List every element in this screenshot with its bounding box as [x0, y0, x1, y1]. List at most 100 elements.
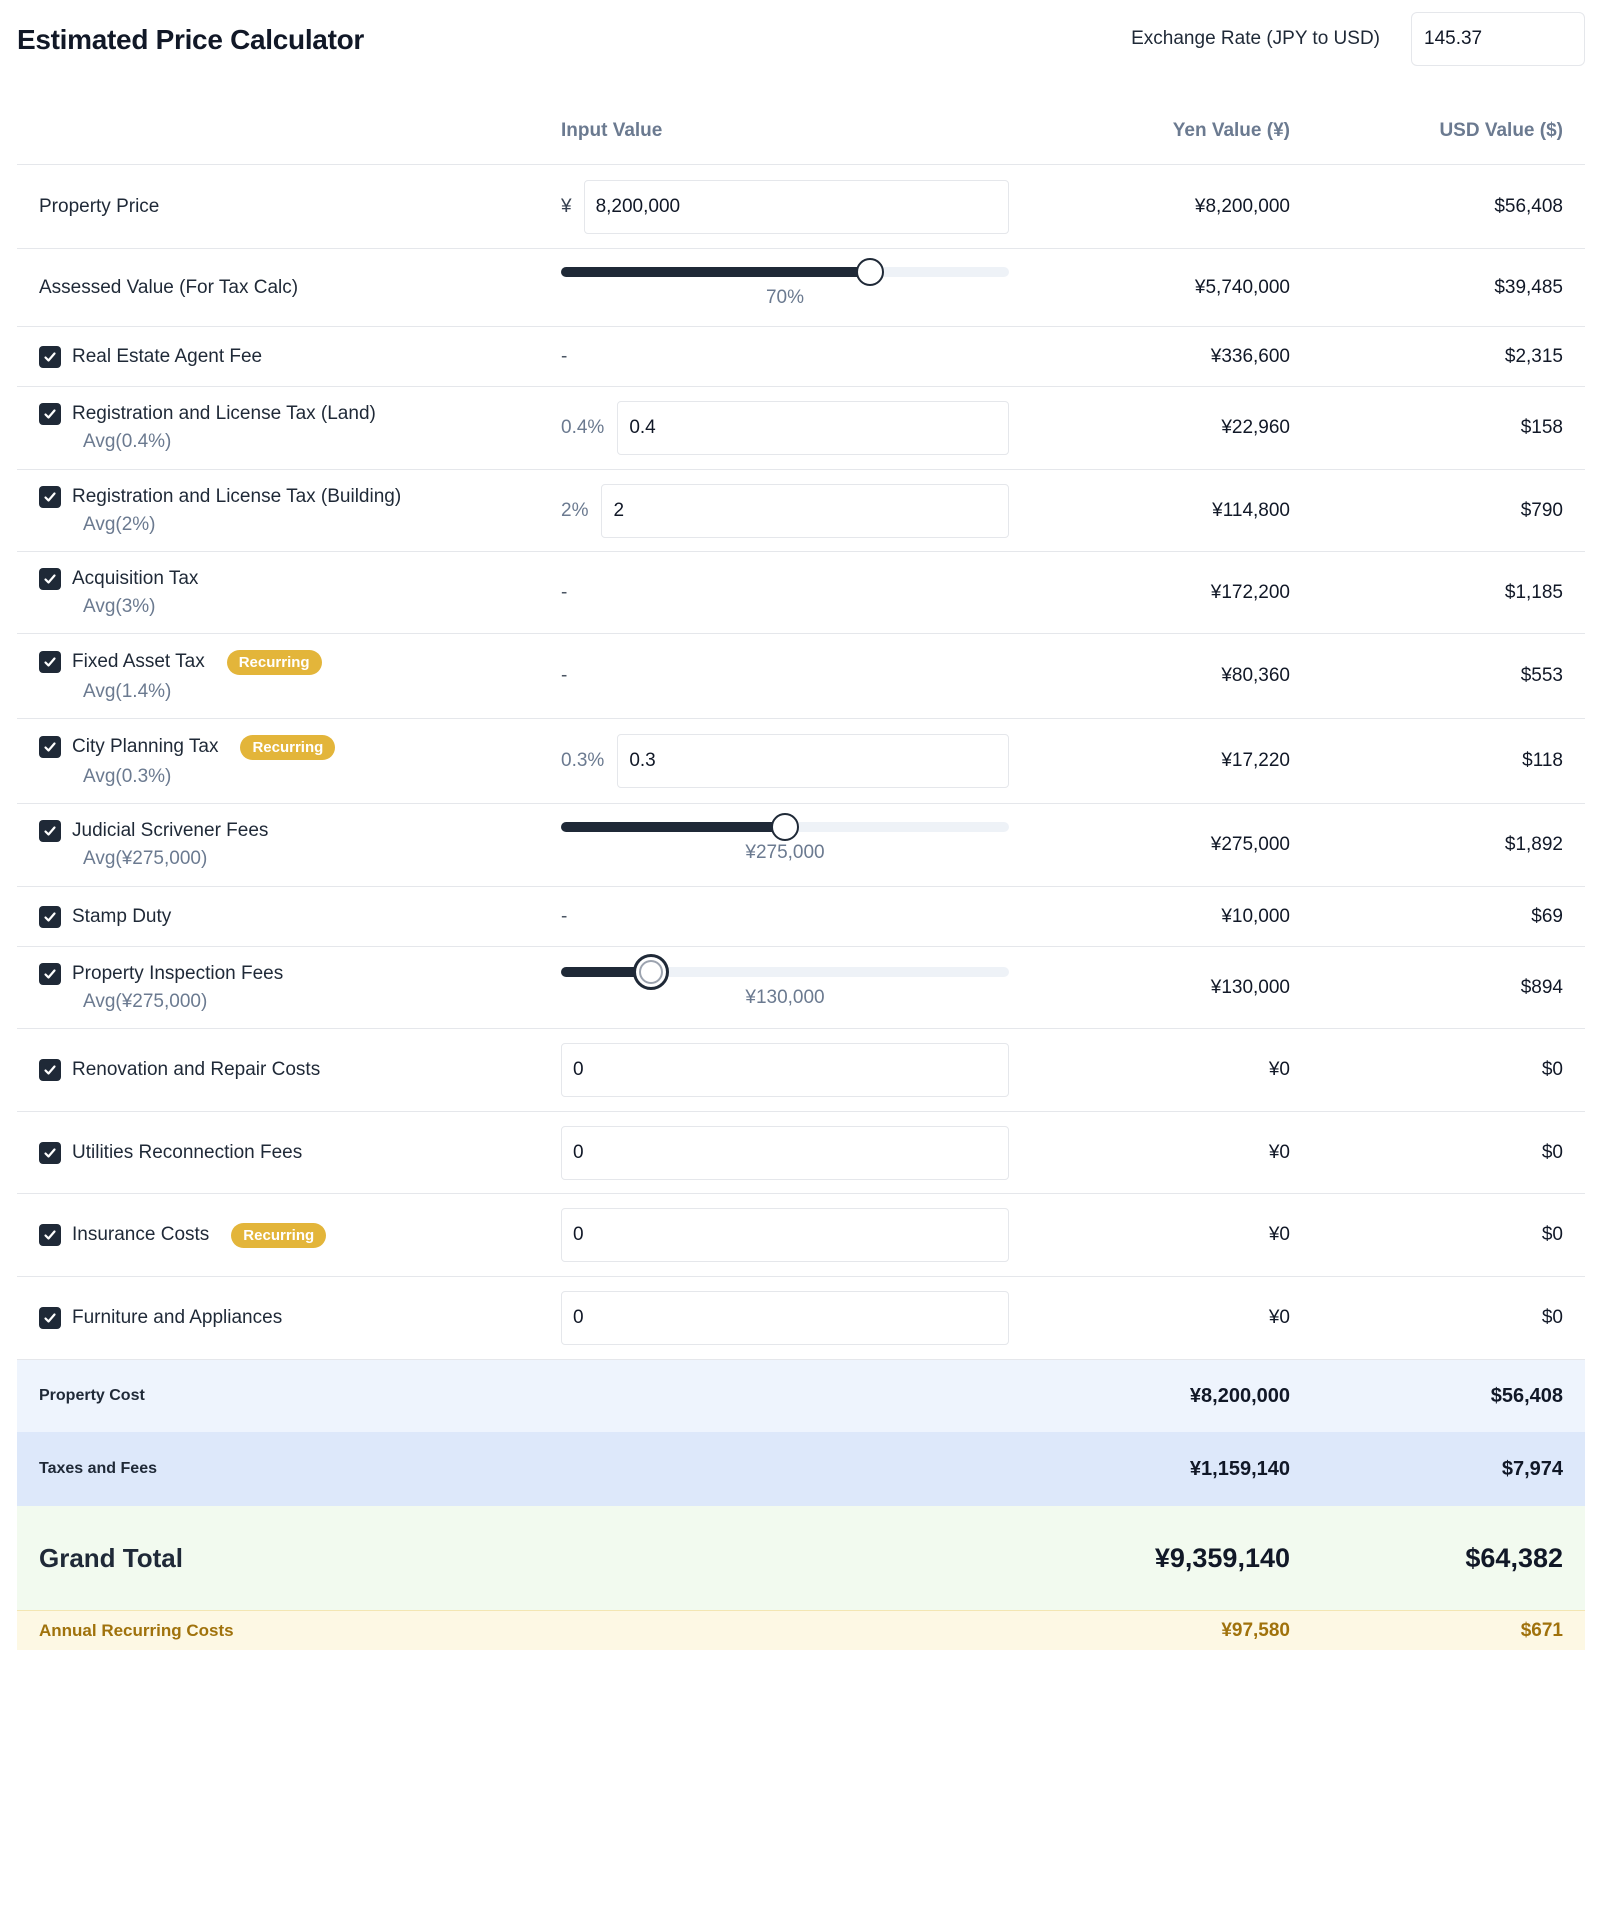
- value-slider[interactable]: 70%: [561, 249, 1009, 327]
- row-label-cell: Furniture and Appliances: [39, 1277, 282, 1359]
- row-label-cell: Stamp Duty: [39, 887, 171, 946]
- recurring-badge: Recurring: [240, 734, 336, 760]
- table-row-acquisition-tax: Acquisition Tax Avg(3%) - ¥172,200 $1,185: [17, 552, 1585, 634]
- check-icon: [44, 826, 56, 836]
- row-label-line: Stamp Duty: [39, 905, 171, 928]
- table-row-city-planning-tax: City Planning Tax Recurring Avg(0.3%) 0.3% ¥…: [17, 719, 1585, 804]
- row-label: Assessed Value (For Tax Calc): [39, 276, 299, 298]
- input-cell: [561, 1029, 1009, 1111]
- check-icon: [44, 351, 56, 362]
- yen-value: ¥172,200: [1210, 581, 1290, 603]
- row-label-cell: Assessed Value (For Tax Calc): [39, 249, 298, 326]
- check-icon: [44, 911, 56, 922]
- row-label-cell: City Planning Tax Recurring Avg(0.3%): [39, 719, 336, 803]
- input-cell: [561, 1112, 1009, 1193]
- include-checkbox[interactable]: [39, 1224, 61, 1246]
- yen-value: ¥17,220: [1221, 750, 1290, 771]
- value-input[interactable]: [617, 401, 1009, 455]
- include-checkbox[interactable]: [39, 1307, 61, 1329]
- include-checkbox[interactable]: [39, 1059, 61, 1081]
- include-checkbox[interactable]: [39, 962, 61, 985]
- summary-yen-value: ¥97,580: [1221, 1619, 1290, 1641]
- yen-value: ¥114,800: [1212, 499, 1290, 521]
- table-row-insurance-costs: Insurance Costs Recurring ¥0 $0: [17, 1194, 1585, 1277]
- row-label-cell: Registration and License Tax (Land) Avg(0…: [39, 387, 376, 469]
- usd-value: $894: [1520, 976, 1563, 998]
- value-slider[interactable]: ¥130,000: [561, 947, 1009, 1029]
- row-label-line: Furniture and Appliances: [39, 1307, 282, 1329]
- yen-value: ¥0: [1268, 1224, 1290, 1245]
- taxes-fees-row: Taxes and Fees ¥1,159,140 $7,974: [17, 1432, 1585, 1506]
- row-average: Avg(1.4%): [83, 680, 172, 702]
- exchange-rate-input[interactable]: [1411, 12, 1585, 66]
- table-row-stamp-duty: Stamp Duty - ¥10,000 $69: [17, 887, 1585, 947]
- row-label-cell: Insurance Costs Recurring: [39, 1194, 327, 1276]
- include-checkbox[interactable]: [39, 651, 61, 673]
- row-label-cell: Utilities Reconnection Fees: [39, 1112, 302, 1193]
- usd-value: $0: [1541, 1141, 1563, 1163]
- slider-value: ¥130,000: [745, 987, 825, 1008]
- check-icon: [44, 573, 56, 584]
- include-checkbox[interactable]: [39, 905, 61, 928]
- slider-thumb[interactable]: [771, 813, 799, 841]
- row-label-line: Acquisition Tax: [39, 567, 198, 590]
- usd-value: $1,185: [1504, 581, 1563, 603]
- table-row-renovation-and-repair-costs: Renovation and Repair Costs ¥0 $0: [17, 1029, 1585, 1112]
- input-cell: -: [561, 552, 1009, 633]
- slider-fill: [561, 267, 871, 277]
- slider-fill: [561, 967, 651, 977]
- usd-value: $790: [1520, 499, 1563, 521]
- row-label-line: Insurance Costs Recurring: [39, 1222, 327, 1248]
- summary-usd-value: $7,974: [1501, 1457, 1563, 1480]
- input-cell: 0.4%: [561, 387, 1009, 469]
- include-checkbox[interactable]: [39, 820, 61, 842]
- slider-thumb[interactable]: [856, 258, 885, 286]
- value-input[interactable]: [583, 179, 1009, 234]
- yen-value: ¥0: [1268, 1141, 1290, 1163]
- value-input[interactable]: [561, 1208, 1009, 1262]
- usd-value: $0: [1541, 1059, 1563, 1080]
- usd-value: $69: [1531, 905, 1563, 927]
- row-average: Avg(¥275,000): [83, 848, 208, 869]
- slider-thumb[interactable]: [632, 954, 669, 990]
- input-cell: 0.3%: [561, 719, 1009, 803]
- row-label-cell: Fixed Asset Tax Recurring Avg(1.4%): [39, 634, 322, 718]
- yen-value: ¥5,740,000: [1194, 276, 1290, 298]
- include-checkbox[interactable]: [39, 345, 61, 368]
- slider-track[interactable]: [561, 967, 1009, 977]
- percent-prefix: 0.3%: [561, 750, 605, 771]
- input-cell: 2%: [561, 470, 1009, 551]
- page-header: Estimated Price Calculator Exchange Rate…: [0, 0, 1600, 80]
- include-checkbox[interactable]: [39, 567, 61, 590]
- input-cell: -: [561, 634, 1009, 718]
- row-label-cell: Renovation and Repair Costs: [39, 1029, 320, 1111]
- percent-prefix: 0.4%: [561, 417, 605, 438]
- value-input[interactable]: [561, 1125, 1009, 1180]
- summary-section: Property Cost ¥8,200,000 $56,408 Taxes and …: [17, 1360, 1585, 1650]
- include-checkbox[interactable]: [39, 485, 61, 508]
- check-icon: [44, 657, 56, 667]
- summary-usd-value: $671: [1520, 1619, 1563, 1641]
- no-input-dash: -: [561, 345, 568, 367]
- row-label-line: Utilities Reconnection Fees: [39, 1141, 302, 1164]
- row-label-line: Fixed Asset Tax Recurring: [39, 649, 322, 675]
- value-input[interactable]: [561, 1291, 1009, 1345]
- table-row-registration-and-license-tax-building: Registration and License Tax (Building) A…: [17, 470, 1585, 552]
- row-label-line: Property Inspection Fees: [39, 962, 283, 985]
- check-icon: [44, 409, 56, 419]
- include-checkbox[interactable]: [39, 403, 61, 425]
- table-header: Input Value Yen Value (¥) USD Value ($): [17, 100, 1585, 165]
- value-input[interactable]: [617, 734, 1009, 788]
- table-row-assessed-value-for-tax-calc: Assessed Value (For Tax Calc) 70% ¥5,740,0…: [17, 249, 1585, 327]
- row-label: Real Estate Agent Fee: [72, 345, 263, 367]
- value-input[interactable]: [561, 1043, 1009, 1097]
- value-slider[interactable]: ¥275,000: [561, 804, 1009, 887]
- slider-fill: [561, 822, 785, 832]
- check-icon: [44, 1230, 56, 1240]
- value-input[interactable]: [601, 483, 1009, 538]
- cost-table: Input Value Yen Value (¥) USD Value ($) …: [17, 100, 1585, 1650]
- row-average: Avg(¥275,000): [83, 990, 208, 1012]
- include-checkbox[interactable]: [39, 1141, 61, 1164]
- table-row-property-price: Property Price ¥ ¥8,200,000 $56,408: [17, 165, 1585, 249]
- include-checkbox[interactable]: [39, 736, 61, 758]
